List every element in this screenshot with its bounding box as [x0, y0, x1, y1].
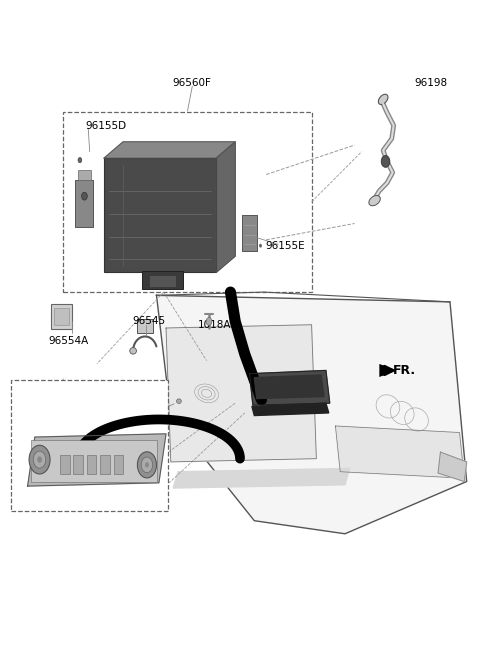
Circle shape [145, 462, 149, 468]
Bar [114, 455, 123, 474]
Bar [142, 270, 183, 289]
Text: 96155E: 96155E [265, 241, 305, 251]
Circle shape [259, 244, 262, 248]
Polygon shape [216, 142, 235, 272]
Circle shape [381, 155, 390, 167]
Ellipse shape [378, 94, 388, 104]
Text: 1018AD: 1018AD [198, 319, 239, 330]
Circle shape [78, 157, 82, 163]
Bar [87, 455, 96, 474]
Text: 96173: 96173 [68, 496, 101, 506]
Text: 96155D: 96155D [85, 121, 126, 131]
Circle shape [29, 445, 50, 474]
Bar [149, 275, 176, 287]
Circle shape [34, 451, 46, 468]
Text: 96545: 96545 [133, 316, 166, 327]
Bar [51, 304, 72, 329]
Text: 96554A: 96554A [48, 336, 88, 346]
Polygon shape [166, 325, 316, 462]
Polygon shape [438, 452, 467, 482]
Polygon shape [173, 468, 350, 488]
Bar [75, 180, 94, 227]
Polygon shape [104, 142, 235, 158]
Polygon shape [28, 434, 166, 486]
Bar [242, 215, 257, 251]
Bar [60, 455, 70, 474]
Text: 96540: 96540 [56, 388, 89, 398]
Text: FR.: FR. [393, 364, 416, 377]
Bar [63, 112, 312, 292]
Polygon shape [336, 426, 464, 478]
Ellipse shape [130, 348, 136, 354]
Text: 96198: 96198 [414, 78, 447, 88]
Circle shape [141, 457, 153, 473]
Circle shape [82, 192, 87, 200]
Circle shape [206, 318, 212, 325]
Circle shape [37, 457, 42, 463]
Polygon shape [254, 375, 324, 399]
Polygon shape [252, 403, 329, 415]
Polygon shape [250, 371, 330, 405]
Polygon shape [156, 295, 467, 534]
Bar [104, 158, 216, 272]
Bar [32, 440, 157, 482]
Text: 96560F: 96560F [173, 78, 212, 88]
Bar [54, 308, 69, 325]
Text: 96173: 96173 [11, 444, 44, 454]
Bar [100, 455, 110, 474]
Bar [73, 455, 83, 474]
Ellipse shape [369, 195, 380, 206]
Circle shape [137, 452, 156, 478]
Text: 69826: 69826 [131, 411, 164, 421]
Bar [78, 170, 91, 180]
Bar [11, 380, 168, 511]
Polygon shape [379, 364, 396, 377]
Bar [137, 319, 153, 333]
Ellipse shape [177, 399, 181, 403]
